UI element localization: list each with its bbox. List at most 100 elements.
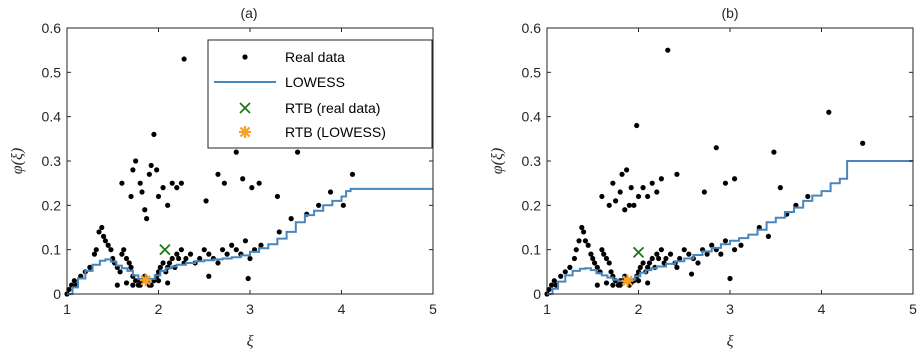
real-data-point-a-3 (71, 278, 77, 284)
real-data-point-a-104 (276, 229, 282, 235)
real-data-point-a-45 (176, 255, 182, 262)
real-data-point-b-46 (658, 247, 664, 253)
real-data-point-a-1 (66, 286, 72, 293)
real-data-point-b-87 (658, 176, 664, 182)
y-tick-label-b-1: 0.1 (522, 242, 542, 258)
real-data-point-a-12 (101, 233, 107, 239)
real-data-point-b-10 (576, 238, 582, 244)
x-tick-label-b-1: 2 (635, 301, 643, 317)
real-data-point-a-78 (146, 171, 152, 177)
real-data-point-a-38 (160, 260, 166, 266)
real-data-point-b-15 (588, 251, 594, 257)
real-data-point-b-28 (617, 282, 623, 288)
real-data-point-b-82 (635, 193, 642, 200)
real-data-point-a-92 (233, 149, 239, 155)
panel-a: (a) 1 2 3 4 5 0 0.1 0.2 0.3 0.4 0.5 0.6 ξ φ(ξ) Real… (9, 5, 437, 350)
real-data-point-a-46 (178, 247, 184, 253)
lowess-line-b (547, 160, 913, 295)
y-tick-label-a-0: 0 (53, 286, 61, 302)
real-data-point-b-18 (594, 264, 600, 270)
real-data-point-a-75 (139, 189, 145, 195)
x-axis-label-a: ξ (247, 333, 254, 350)
real-data-point-a-13 (102, 238, 109, 244)
y-tick-label-b-0: 0 (533, 286, 541, 302)
real-data-point-b-80 (631, 202, 637, 208)
real-data-point-a-61 (242, 238, 249, 244)
real-data-point-a-41 (166, 260, 173, 266)
real-data-point-a-96 (274, 193, 281, 200)
real-data-point-a-15 (108, 247, 114, 253)
real-data-point-b-89 (674, 171, 680, 177)
real-data-point-a-91 (221, 180, 227, 186)
x-axis-label-b: ξ (727, 333, 734, 350)
y-tick-label-b-3: 0.3 (522, 153, 542, 169)
real-data-point-a-105 (258, 242, 264, 248)
real-data-point-b-81 (634, 122, 640, 129)
real-data-point-a-37 (157, 264, 163, 270)
real-data-point-a-94 (249, 185, 255, 191)
real-data-point-b-45 (656, 255, 662, 262)
real-data-point-b-24 (608, 269, 614, 275)
real-data-point-b-70 (599, 193, 605, 200)
plot-area-b (544, 47, 913, 297)
real-data-point-b-16 (590, 255, 596, 262)
real-data-point-b-62 (727, 275, 733, 282)
real-data-point-b-64 (594, 282, 600, 288)
x-tick-label-a-2: 3 (246, 301, 254, 317)
real-data-point-a-100 (316, 202, 322, 208)
real-data-point-b-55 (695, 260, 701, 266)
real-data-point-a-59 (233, 247, 239, 253)
x-tick-label-b-2: 3 (726, 301, 734, 317)
legend-marker-real-data (242, 54, 248, 60)
rtb-lowess-marker-a (139, 274, 152, 287)
real-data-point-b-79 (628, 185, 634, 191)
real-data-point-a-7 (87, 264, 93, 270)
real-data-point-b-11 (579, 224, 585, 231)
real-data-point-b-37 (637, 264, 643, 270)
real-data-point-b-91 (713, 145, 719, 151)
real-data-point-a-20 (119, 251, 125, 257)
real-data-point-a-10 (96, 229, 102, 235)
real-data-point-a-73 (133, 158, 139, 164)
real-data-point-a-8 (91, 251, 98, 257)
real-data-point-b-90 (701, 189, 707, 195)
real-data-point-b-69 (645, 280, 651, 286)
real-data-point-a-22 (123, 255, 130, 262)
real-data-point-a-77 (144, 216, 150, 222)
real-data-point-a-66 (130, 282, 136, 288)
real-data-point-b-49 (667, 251, 674, 257)
real-data-point-b-58 (709, 242, 715, 248)
real-data-point-a-70 (119, 180, 125, 186)
real-data-point-b-84 (645, 193, 651, 200)
legend: Real data LOWESS RTB (real data) RTB (LO… (207, 39, 433, 149)
real-data-point-b-17 (591, 260, 598, 266)
real-data-point-b-88 (665, 47, 671, 53)
y-tick-label-b-4: 0.4 (522, 109, 542, 125)
real-data-point-a-93 (240, 176, 246, 182)
real-data-point-b-20 (599, 247, 605, 253)
real-data-point-a-68 (155, 278, 162, 284)
panel-b: (b) 1 2 3 4 5 0 0.1 0.2 0.3 0.4 0.5 0.6 ξ φ(ξ) (489, 5, 917, 350)
real-data-point-b-57 (704, 251, 710, 257)
rtb-lowess-marker-b (621, 274, 634, 287)
real-data-point-a-88 (181, 56, 187, 62)
real-data-point-b-78 (626, 202, 632, 208)
real-data-point-b-83 (640, 185, 646, 191)
real-data-point-a-69 (165, 280, 171, 286)
real-data-point-b-8 (571, 255, 578, 262)
real-data-point-a-85 (169, 180, 175, 186)
real-data-point-b-76 (622, 207, 628, 213)
real-data-point-a-42 (169, 255, 175, 262)
real-data-point-a-56 (219, 247, 226, 253)
real-data-point-b-41 (646, 260, 653, 266)
real-data-point-a-72 (130, 167, 136, 173)
real-data-point-a-86 (174, 185, 180, 191)
legend-marker-rtb-lowess (239, 126, 251, 138)
x-tick-label-a-4: 5 (429, 301, 437, 317)
real-data-point-b-105 (674, 264, 680, 270)
real-data-point-b-68 (635, 278, 642, 284)
real-data-point-b-6 (562, 269, 568, 275)
real-data-point-a-9 (93, 247, 99, 253)
real-data-point-a-103 (349, 171, 356, 177)
real-data-point-a-101 (327, 189, 334, 195)
